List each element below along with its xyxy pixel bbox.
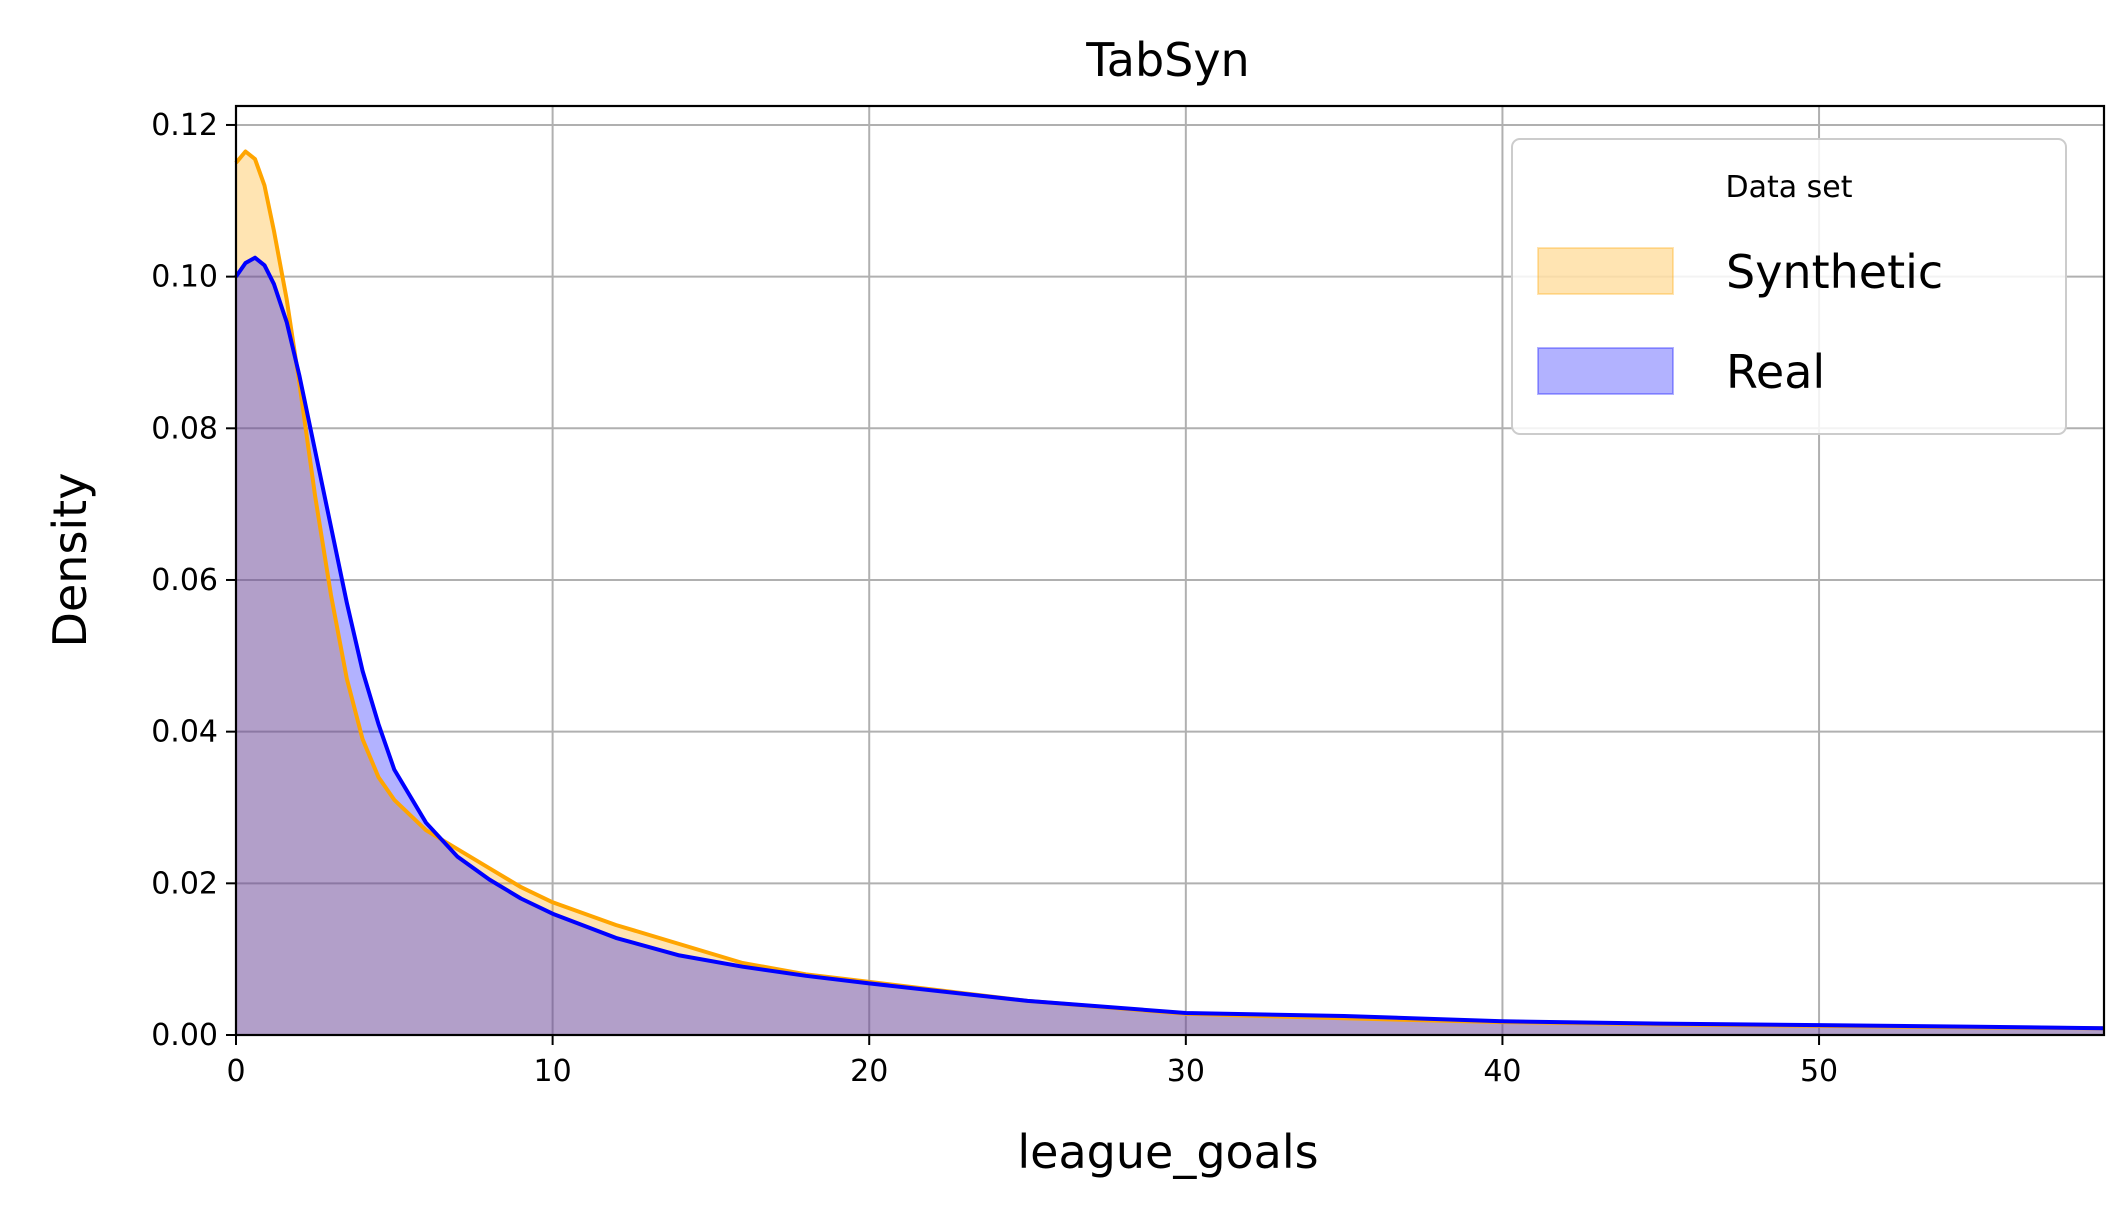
- y-tick-label-6: 0.12: [151, 108, 218, 143]
- x-tick-label-4: 40: [1483, 1054, 1521, 1089]
- y-tick-label-5: 0.10: [151, 260, 218, 295]
- legend-frame: [1511, 138, 2067, 435]
- y-axis-ticks: 0.00 0.02 0.04 0.06 0.08 0.10 0.12: [151, 108, 236, 1053]
- legend: Data set Synthetic Real: [1511, 138, 2067, 435]
- legend-swatch-real: [1537, 347, 1674, 395]
- x-axis-ticks: 0 10 20 30 40 50: [226, 1035, 1838, 1089]
- density-area-synthetic: [236, 151, 2104, 1035]
- x-axis-label: league_goals: [1017, 1125, 1318, 1179]
- density-area-real: [236, 257, 2104, 1035]
- y-tick-label-2: 0.04: [151, 715, 218, 750]
- y-tick-label-0: 0.00: [151, 1018, 218, 1053]
- density-fills: [236, 151, 2104, 1035]
- y-tick-label-1: 0.02: [151, 866, 218, 901]
- legend-label-synthetic: Synthetic: [1726, 245, 1943, 299]
- legend-title: Data set: [1725, 170, 1852, 205]
- y-tick-label-3: 0.06: [151, 563, 218, 598]
- density-lines: [234, 149, 2105, 1031]
- y-axis-label: Density: [43, 473, 97, 648]
- x-tick-label-2: 20: [850, 1054, 888, 1089]
- x-tick-label-0: 0: [226, 1054, 245, 1089]
- density-line-synthetic: [234, 149, 2105, 1031]
- chart-title: TabSyn: [1085, 33, 1249, 87]
- y-tick-label-4: 0.08: [151, 411, 218, 446]
- x-tick-label-5: 50: [1800, 1054, 1838, 1089]
- x-tick-label-3: 30: [1167, 1054, 1205, 1089]
- density-line-real: [234, 255, 2105, 1031]
- plot-frame: [234, 104, 2106, 1037]
- legend-swatch-synthetic: [1537, 247, 1674, 295]
- legend-label-real: Real: [1726, 345, 1825, 399]
- x-tick-label-1: 10: [534, 1054, 572, 1089]
